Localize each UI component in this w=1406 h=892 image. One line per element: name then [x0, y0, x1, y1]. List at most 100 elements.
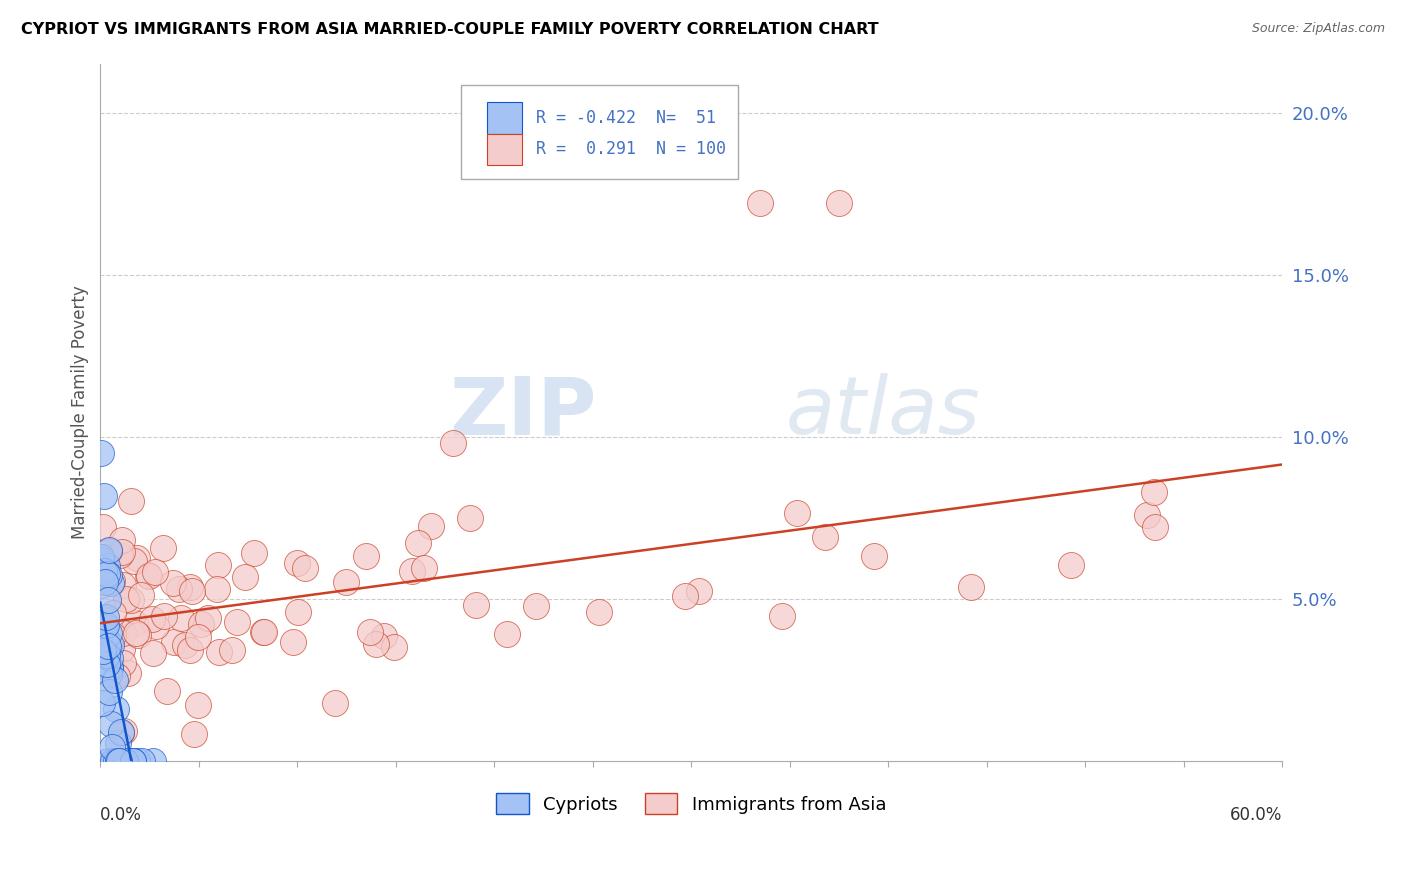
- Point: [101, 740, 124, 755]
- Point: [98, 659, 121, 673]
- Point: [101, 574, 124, 588]
- Point: [122, 754, 145, 768]
- Point: [862, 549, 884, 563]
- Point: [91, 664, 114, 678]
- Point: [103, 628, 125, 642]
- FancyBboxPatch shape: [461, 85, 738, 179]
- Point: [406, 535, 429, 549]
- Point: [156, 683, 179, 698]
- Point: [108, 754, 131, 768]
- Point: [97, 639, 120, 653]
- Point: [153, 609, 176, 624]
- Point: [142, 646, 165, 660]
- Point: [108, 549, 131, 563]
- Point: [96, 641, 118, 656]
- Point: [688, 584, 710, 599]
- Point: [373, 629, 395, 643]
- Point: [287, 605, 309, 619]
- Point: [93, 620, 115, 634]
- Point: [98, 650, 121, 665]
- Point: [495, 626, 517, 640]
- Point: [98, 544, 121, 558]
- Point: [94, 550, 117, 565]
- Point: [143, 566, 166, 580]
- Point: [125, 626, 148, 640]
- Point: [960, 580, 983, 594]
- Point: [465, 598, 488, 612]
- Text: R = -0.422  N=  51: R = -0.422 N= 51: [537, 109, 717, 127]
- Point: [252, 625, 274, 640]
- Point: [323, 696, 346, 710]
- Point: [401, 565, 423, 579]
- Point: [97, 642, 120, 657]
- Point: [97, 754, 120, 768]
- Point: [107, 754, 129, 768]
- Point: [1059, 558, 1081, 572]
- Text: 60.0%: 60.0%: [1230, 806, 1282, 824]
- Point: [111, 545, 134, 559]
- Text: atlas: atlas: [786, 374, 980, 451]
- Point: [122, 754, 145, 768]
- Point: [190, 616, 212, 631]
- Point: [180, 583, 202, 598]
- Point: [120, 593, 142, 607]
- Point: [110, 754, 132, 768]
- Point: [142, 754, 165, 768]
- Point: [127, 551, 149, 566]
- Point: [111, 642, 134, 657]
- Point: [110, 725, 132, 739]
- Point: [814, 530, 837, 544]
- Point: [98, 625, 121, 640]
- Point: [111, 754, 134, 768]
- Point: [382, 640, 405, 655]
- Point: [90, 550, 112, 565]
- Point: [187, 630, 209, 644]
- Point: [359, 624, 381, 639]
- Point: [226, 615, 249, 629]
- Point: [197, 611, 219, 625]
- Text: R =  0.291  N = 100: R = 0.291 N = 100: [537, 140, 727, 159]
- Point: [96, 610, 118, 624]
- Point: [97, 684, 120, 698]
- Point: [93, 489, 115, 503]
- Point: [364, 637, 387, 651]
- Point: [285, 556, 308, 570]
- Point: [124, 615, 146, 630]
- Point: [104, 673, 127, 687]
- Point: [167, 582, 190, 597]
- Point: [96, 566, 118, 581]
- Point: [97, 542, 120, 557]
- Point: [97, 667, 120, 681]
- Point: [94, 642, 117, 657]
- Point: [91, 644, 114, 658]
- Point: [91, 578, 114, 592]
- FancyBboxPatch shape: [486, 103, 522, 134]
- Point: [205, 582, 228, 596]
- Point: [208, 644, 231, 658]
- Point: [138, 568, 160, 582]
- Text: 0.0%: 0.0%: [100, 806, 142, 824]
- Point: [122, 754, 145, 768]
- Point: [98, 660, 121, 674]
- Point: [110, 725, 132, 739]
- Point: [354, 549, 377, 563]
- Point: [117, 665, 139, 680]
- Point: [94, 575, 117, 590]
- Point: [107, 736, 129, 750]
- Point: [105, 669, 128, 683]
- Point: [524, 599, 547, 614]
- Point: [91, 671, 114, 685]
- Text: CYPRIOT VS IMMIGRANTS FROM ASIA MARRIED-COUPLE FAMILY POVERTY CORRELATION CHART: CYPRIOT VS IMMIGRANTS FROM ASIA MARRIED-…: [21, 22, 879, 37]
- Point: [1143, 485, 1166, 500]
- Point: [1143, 520, 1166, 534]
- Point: [145, 618, 167, 632]
- Point: [141, 612, 163, 626]
- Point: [94, 628, 117, 642]
- Point: [242, 546, 264, 560]
- Point: [221, 642, 243, 657]
- Point: [93, 564, 115, 578]
- Point: [91, 520, 114, 534]
- Point: [673, 590, 696, 604]
- FancyBboxPatch shape: [486, 134, 522, 165]
- Point: [100, 717, 122, 731]
